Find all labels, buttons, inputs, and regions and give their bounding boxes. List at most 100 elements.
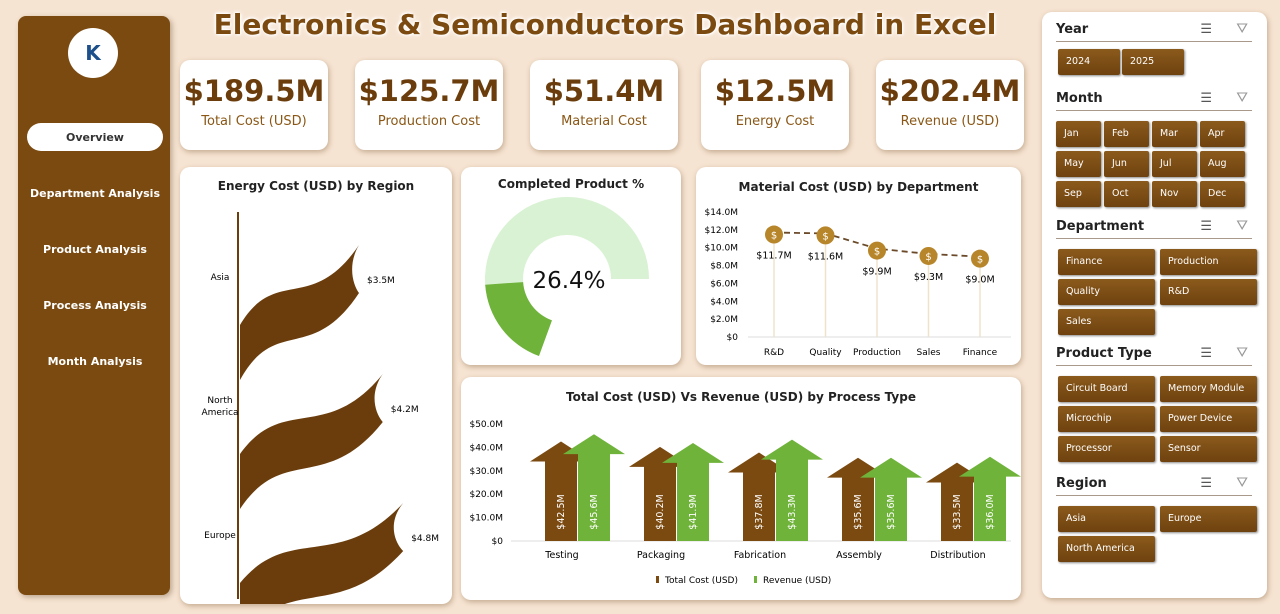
nav-product-analysis[interactable]: Product Analysis: [43, 242, 147, 256]
dollar-glyph: $: [822, 231, 828, 242]
kpi-card: $125.7M Production Cost: [355, 60, 503, 150]
filter-year-button[interactable]: 2024: [1058, 49, 1120, 75]
y-tick: $2.0M: [710, 315, 738, 325]
data-label: $11.7M: [756, 251, 791, 262]
sidebar: K Overview Department Analysis Product Ana…: [18, 16, 170, 595]
nav-overview[interactable]: Overview: [27, 123, 163, 151]
clear-filter-icon[interactable]: ⛛: [1236, 21, 1248, 37]
data-label: $35.6M: [853, 494, 864, 529]
y-tick: $14.0M: [704, 208, 738, 218]
clear-filter-icon[interactable]: ⛛: [1236, 90, 1248, 106]
filter-department-button[interactable]: Sales: [1058, 309, 1155, 335]
data-label: $35.6M: [886, 494, 897, 529]
multi-select-icon[interactable]: ☰: [1200, 22, 1212, 37]
cost-vs-revenue-chart: Total Cost (USD) Vs Revenue (USD) by Pro…: [461, 377, 1021, 600]
revenue-arrow: [761, 439, 823, 541]
data-label: $41.9M: [688, 494, 699, 529]
x-tick: Quality: [809, 348, 842, 358]
filter-month-button[interactable]: Jun: [1104, 151, 1149, 177]
filter-month-button[interactable]: Feb: [1104, 121, 1149, 147]
cost-arrow: [629, 446, 691, 541]
filter-month-button[interactable]: Apr: [1200, 121, 1245, 147]
filter-year-button[interactable]: 2025: [1122, 49, 1184, 75]
data-label: $9.0M: [965, 275, 994, 286]
gauge-fill: [485, 282, 552, 357]
filter-product-button[interactable]: Memory Module: [1160, 376, 1257, 402]
cost-arrow: [926, 462, 988, 541]
revenue-arrow: [959, 456, 1021, 541]
revenue-arrow: [662, 442, 724, 541]
data-label: $9.9M: [862, 267, 891, 278]
multi-select-icon[interactable]: ☰: [1200, 91, 1212, 106]
nav-department-analysis[interactable]: Department Analysis: [30, 186, 160, 200]
filter-department-button[interactable]: Quality: [1058, 279, 1155, 305]
multi-select-icon[interactable]: ☰: [1200, 219, 1212, 234]
y-tick: $4.0M: [710, 297, 738, 307]
filter-region-button[interactable]: North America: [1058, 536, 1155, 562]
cost-arrow: [827, 457, 889, 541]
x-tick: Production: [853, 348, 901, 358]
x-tick: Fabrication: [734, 550, 786, 561]
filter-month-button[interactable]: Jan: [1056, 121, 1101, 147]
cost-arrow: [530, 441, 592, 541]
filter-department-button[interactable]: Production: [1160, 249, 1257, 275]
x-tick: Distribution: [930, 550, 985, 561]
filter-department-header: Department ☰ ⛛: [1056, 218, 1252, 239]
legend-swatch: [754, 576, 757, 583]
filter-month-button[interactable]: Nov: [1152, 181, 1197, 207]
y-tick: $6.0M: [710, 279, 738, 289]
money-bag-icon: [971, 249, 989, 268]
clear-filter-icon[interactable]: ⛛: [1236, 345, 1248, 361]
filter-month-button[interactable]: Jul: [1152, 151, 1197, 177]
filter-month-button[interactable]: Aug: [1200, 151, 1245, 177]
y-tick: $0: [492, 537, 504, 547]
dollar-glyph: $: [925, 252, 931, 263]
filter-product-button[interactable]: Power Device: [1160, 406, 1257, 432]
filter-region-button[interactable]: Europe: [1160, 506, 1257, 532]
filter-department-button[interactable]: R&D: [1160, 279, 1257, 305]
filter-month-button[interactable]: Sep: [1056, 181, 1101, 207]
filter-product-button[interactable]: Microchip: [1058, 406, 1155, 432]
x-tick: Sales: [917, 348, 941, 358]
filter-department-button[interactable]: Finance: [1058, 249, 1155, 275]
kpi-value: $202.4M: [879, 74, 1021, 108]
kpi-label: Total Cost (USD): [201, 114, 307, 129]
y-tick: $10.0M: [469, 514, 503, 524]
money-bag-icon: [816, 226, 835, 245]
filter-month-header: Month ☰ ⛛: [1056, 90, 1252, 111]
money-bag-icon: [919, 246, 938, 265]
kpi-card: $12.5M Energy Cost: [701, 60, 849, 150]
filter-month-button[interactable]: May: [1056, 151, 1101, 177]
energy-cost-chart: Energy Cost (USD) by Region Asia $3.5M Nor…: [180, 167, 452, 604]
y-tick: $0: [727, 333, 739, 343]
clear-filter-icon[interactable]: ⛛: [1236, 475, 1248, 491]
filter-product-button[interactable]: Processor: [1058, 436, 1155, 462]
nav-month-analysis[interactable]: Month Analysis: [47, 354, 143, 368]
chart-title: Material Cost (USD) by Department: [738, 180, 979, 194]
filter-product-header: Product Type ☰ ⛛: [1056, 345, 1252, 366]
data-label: $40.2M: [655, 494, 666, 529]
filter-product-button[interactable]: Circuit Board: [1058, 376, 1155, 402]
multi-select-icon[interactable]: ☰: [1200, 476, 1212, 491]
filter-panel: Year ☰ ⛛ 2024 2025 Month ☰ ⛛ Jan Feb Mar Apr May Jun J…: [1042, 12, 1267, 598]
filter-month-button[interactable]: Oct: [1104, 181, 1149, 207]
money-bag-icon: [868, 241, 886, 260]
multi-select-icon[interactable]: ☰: [1200, 346, 1212, 361]
gauge-value: 26.4%: [532, 268, 605, 294]
nav-process-analysis[interactable]: Process Analysis: [43, 298, 147, 312]
y-tick: $50.0M: [469, 420, 503, 430]
company-logo: K: [68, 28, 118, 78]
kpi-card: $189.5M Total Cost (USD): [180, 60, 328, 150]
kpi-card: $51.4M Material Cost: [530, 60, 678, 150]
category-label: America: [201, 408, 238, 418]
y-tick: $12.0M: [704, 226, 738, 236]
filter-region-button[interactable]: Asia: [1058, 506, 1155, 532]
filter-month-button[interactable]: Dec: [1200, 181, 1245, 207]
clear-filter-icon[interactable]: ⛛: [1236, 218, 1248, 234]
filter-month-button[interactable]: Mar: [1152, 121, 1197, 147]
y-tick: $30.0M: [469, 467, 503, 477]
filter-title: Year: [1056, 22, 1089, 37]
revenue-arrow: [563, 434, 625, 541]
kpi-label: Material Cost: [561, 114, 647, 129]
filter-product-button[interactable]: Sensor: [1160, 436, 1257, 462]
